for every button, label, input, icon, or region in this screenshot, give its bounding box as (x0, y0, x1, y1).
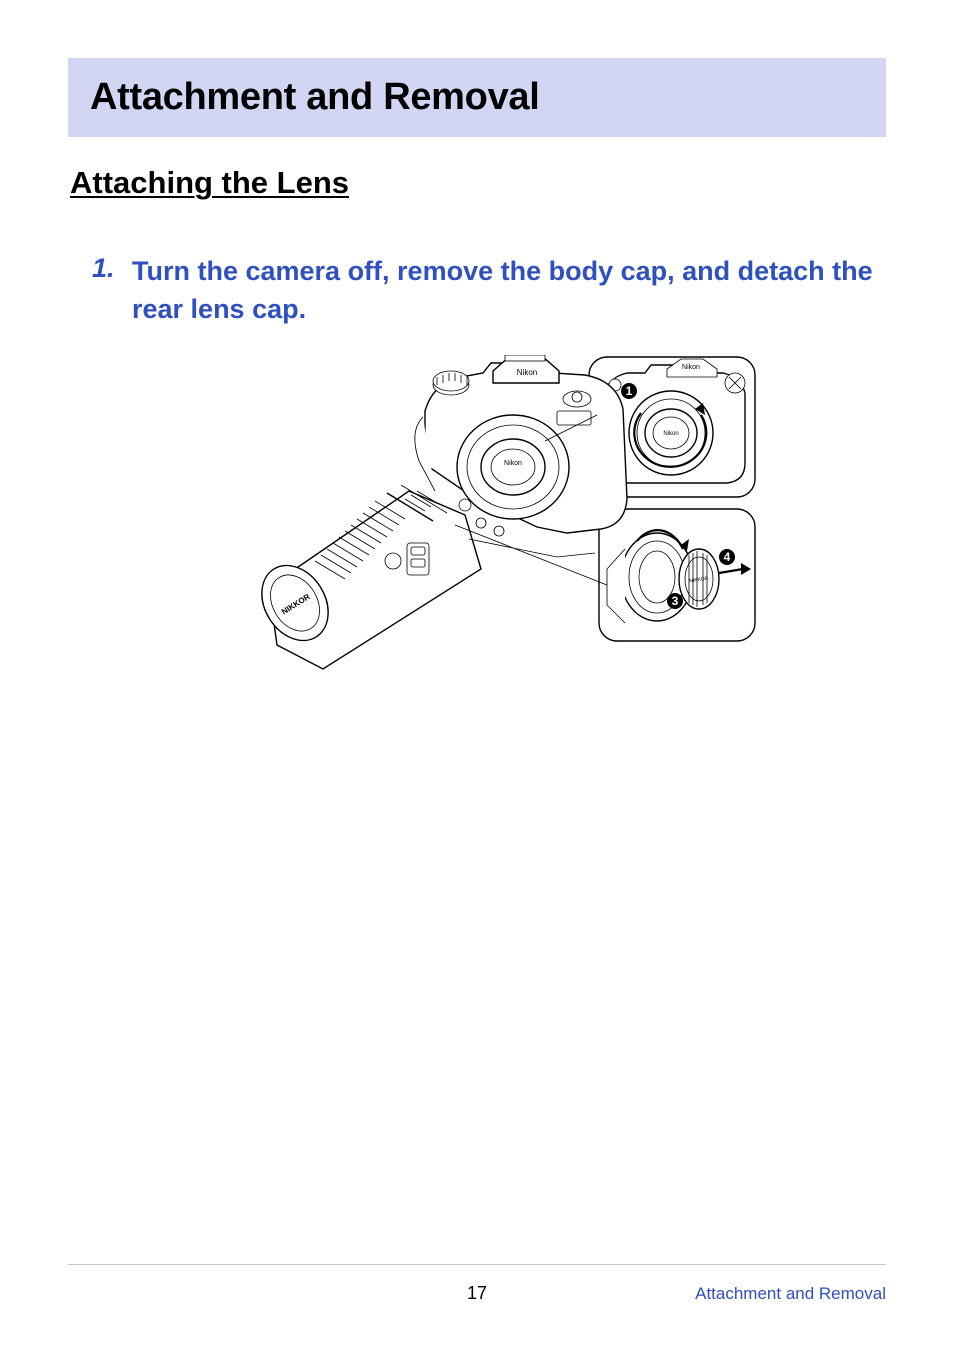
lens-attachment-diagram: Nikon Nikon (237, 355, 757, 675)
callout-4: 4 (724, 550, 731, 564)
page-footer: 17 Attachment and Removal (68, 1264, 886, 1304)
chapter-header: Attachment and Removal (68, 58, 886, 137)
page-number: 17 (467, 1283, 487, 1304)
brand-label: Nikon (682, 364, 700, 371)
step-1: 1. Turn the camera off, remove the body … (68, 253, 886, 680)
main-camera: NIKKOR (248, 355, 627, 669)
diagram-container: Nikon Nikon (108, 355, 886, 680)
manual-page: Attachment and Removal Attaching the Len… (0, 0, 954, 1354)
camera-brand: Nikon (517, 368, 537, 377)
callout-3: 3 (672, 594, 679, 608)
body-cap-brand: Nikon (663, 431, 678, 437)
step-number: 1. (92, 253, 115, 284)
chapter-title: Attachment and Removal (90, 76, 864, 119)
footer-breadcrumb: Attachment and Removal (487, 1284, 886, 1304)
step-instruction: Turn the camera off, remove the body cap… (108, 253, 886, 329)
inset-rear-cap: NIKKOR 3 4 (599, 509, 755, 641)
section-title: Attaching the Lens (68, 165, 886, 201)
callout-1: 1 (626, 384, 633, 398)
body-cap-brand-main: Nikon (504, 460, 522, 467)
